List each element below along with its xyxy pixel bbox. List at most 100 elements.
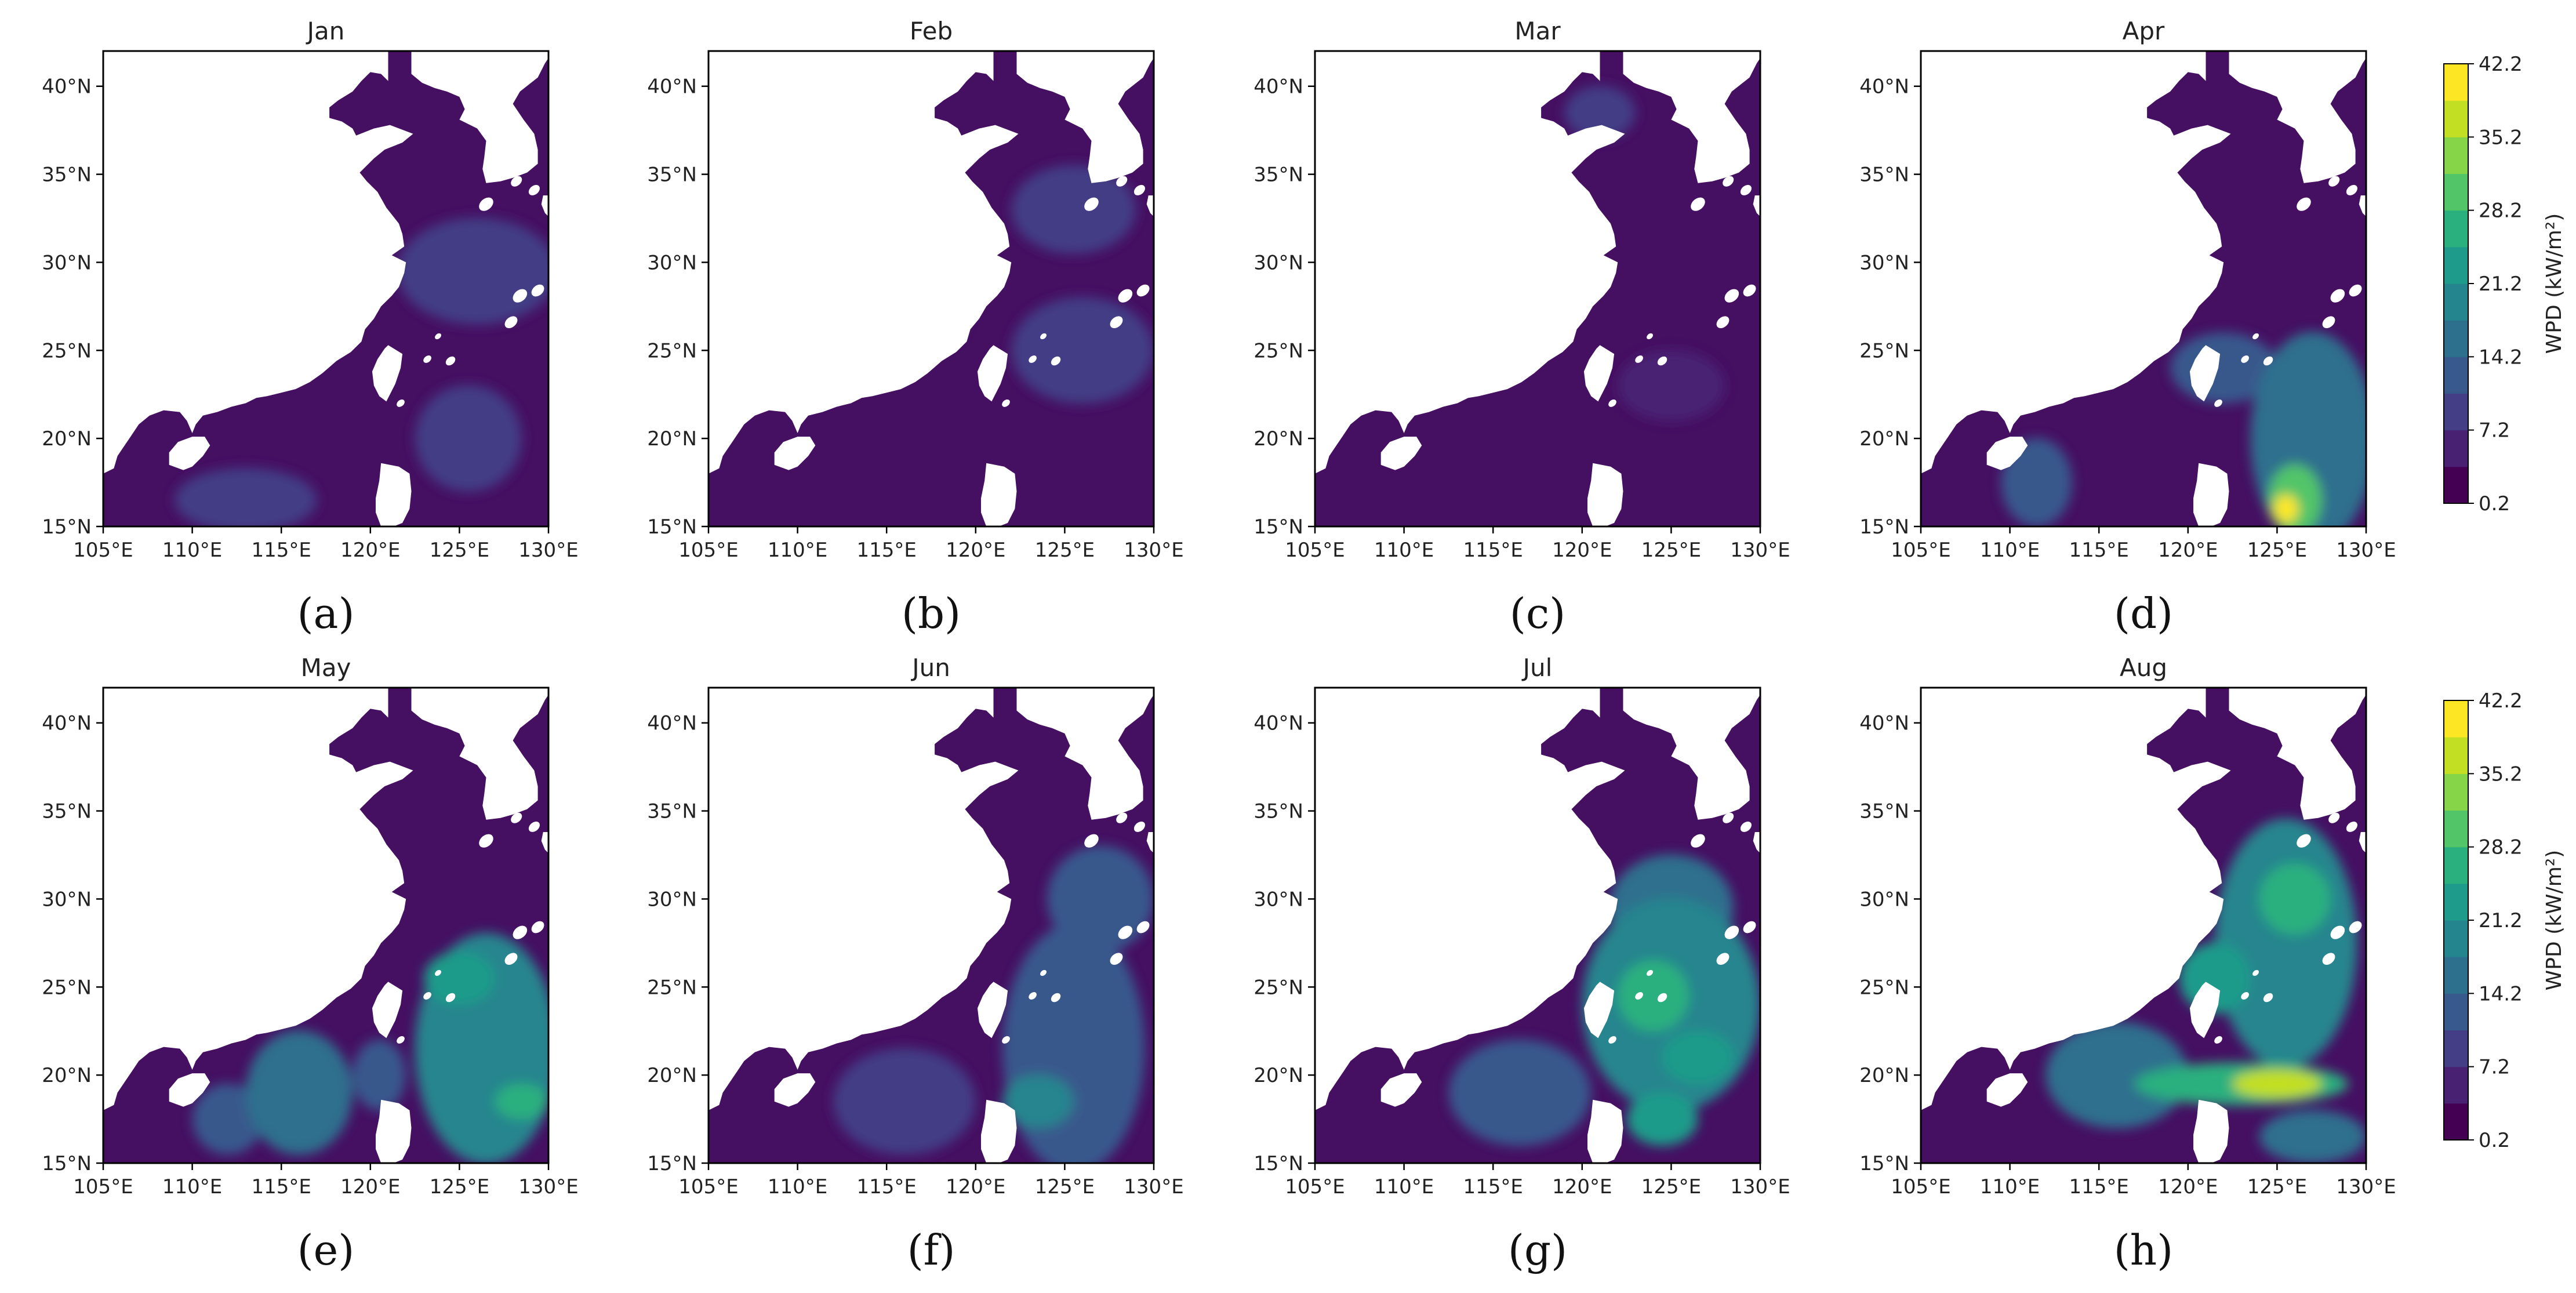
small-island (2297, 834, 2311, 848)
small-island (423, 355, 431, 363)
y-tick-label: 15°N (1859, 1152, 1909, 1175)
x-tick-label: 120°E (340, 1175, 400, 1198)
land-mask (2193, 463, 2229, 526)
small-island (1002, 1036, 1010, 1044)
map-frame (1920, 50, 2367, 528)
y-tick-label: 20°N (1859, 1064, 1909, 1087)
y-tick-label: 40°N (1254, 712, 1303, 735)
land-mask (1921, 51, 2231, 474)
wpd-hotspot (1564, 86, 1636, 140)
land-mask (376, 463, 412, 526)
x-tick-label: 130°E (1730, 1175, 1790, 1198)
map-panel-c: Mar 105°E 110°E 115°E 120°E 125°E 130°E 15°N 20°… (1254, 17, 1790, 638)
x-tick-label: 130°E (518, 1175, 578, 1198)
y-tick-label: 40°N (1254, 75, 1303, 99)
panel-caption: (e) (297, 1226, 355, 1274)
map-panel-e: May 105°E 110°E 115°E 120°E 125°E 130°E 15°N 20°… (42, 653, 578, 1274)
small-island (1116, 176, 1128, 187)
map-frame (1314, 50, 1761, 528)
map-frame (707, 687, 1155, 1164)
land-mask (981, 463, 1017, 526)
x-tick-label: 120°E (1552, 539, 1612, 562)
map-area (1315, 51, 1760, 526)
colorbar-tick-label: 28.2 (2479, 199, 2523, 223)
small-island (1002, 399, 1010, 407)
map-frame (707, 50, 1155, 528)
small-island (1136, 921, 1150, 934)
small-island (2346, 184, 2357, 195)
land-mask (1753, 832, 1760, 853)
small-island (1084, 197, 1099, 211)
x-tick-label: 125°E (1641, 1175, 1701, 1198)
wpd-hotspot (353, 1039, 406, 1111)
x-tick-label: 105°E (1891, 1175, 1950, 1198)
small-island (1116, 812, 1128, 823)
y-tick-label: 20°N (647, 427, 697, 451)
x-tick-label: 115°E (2069, 1175, 2129, 1198)
wpd-hotspot (1618, 960, 1690, 1032)
land-mask (1583, 345, 1615, 402)
land-mask (981, 1099, 1017, 1163)
panel-caption: (d) (2114, 589, 2173, 638)
y-tick-label: 35°N (42, 164, 92, 187)
colorbar-tick-label: 0.2 (2479, 1129, 2510, 1152)
small-island (2322, 316, 2335, 328)
x-tick-label: 125°E (2247, 1175, 2307, 1198)
land-mask (977, 982, 1008, 1038)
small-island (2214, 1036, 2222, 1044)
y-tick-label: 30°N (647, 888, 697, 911)
x-tick-label: 130°E (1124, 539, 1183, 562)
y-tick-label: 30°N (1859, 251, 1909, 274)
small-island (1743, 284, 1756, 297)
x-tick-label: 110°E (768, 539, 827, 562)
y-tick-label: 25°N (42, 976, 92, 999)
wpd-hotspot (833, 1048, 976, 1155)
x-tick-label: 110°E (1980, 1175, 2040, 1198)
y-tick-label: 40°N (42, 712, 92, 735)
wpd-hotspot (1011, 165, 1136, 255)
y-tick-label: 20°N (1254, 427, 1303, 451)
colorbar-swatch (2444, 137, 2468, 174)
land-mask (1587, 463, 1623, 526)
panel-caption: (b) (902, 589, 961, 638)
y-tick-label: 15°N (1254, 1152, 1303, 1175)
land-mask (774, 1073, 816, 1107)
land-mask (2189, 345, 2221, 402)
small-island (445, 356, 456, 366)
small-island (397, 399, 405, 407)
colorbar-swatch (2444, 1103, 2468, 1141)
small-island (2330, 289, 2345, 303)
colorbar-tick-label: 7.2 (2479, 1056, 2510, 1079)
y-tick-label: 35°N (647, 800, 697, 823)
small-island (2241, 355, 2249, 363)
land-mask (1380, 437, 1422, 470)
x-tick-label: 110°E (1374, 1175, 1434, 1198)
wpd-hotspot (415, 384, 522, 492)
y-tick-label: 30°N (1254, 888, 1303, 911)
small-island (1691, 197, 1705, 211)
small-island (2328, 812, 2340, 823)
panel-caption: (c) (1510, 589, 1566, 638)
small-island (1740, 184, 1752, 195)
wpd-hotspot (1662, 1030, 1734, 1084)
map-panel-d: Apr 105°E 110°E 115°E 120°E 125°E 130°E 15°N 20°… (1859, 17, 2396, 638)
small-island (397, 1036, 405, 1044)
land-mask (709, 688, 1019, 1110)
y-tick-label: 35°N (42, 800, 92, 823)
small-island (2322, 953, 2335, 965)
x-tick-label: 115°E (252, 1175, 311, 1198)
small-island (1724, 289, 1739, 303)
y-tick-label: 25°N (1254, 339, 1303, 362)
colorbar-swatch (2444, 393, 2468, 431)
colorbar-tick-label: 42.2 (2479, 53, 2523, 76)
map-frame (1314, 687, 1761, 1164)
small-island (2330, 925, 2345, 939)
map-area (709, 51, 1154, 526)
map-panel-h: Aug 105°E 110°E 115°E 120°E 125°E 130°E 15°N 20°… (1859, 653, 2396, 1274)
small-island (1084, 834, 1099, 848)
small-island (1724, 925, 1739, 939)
map-area (103, 688, 548, 1163)
wpd-hotspot (2259, 1110, 2366, 1163)
land-mask (411, 688, 548, 820)
wpd-hotspot (174, 468, 317, 526)
